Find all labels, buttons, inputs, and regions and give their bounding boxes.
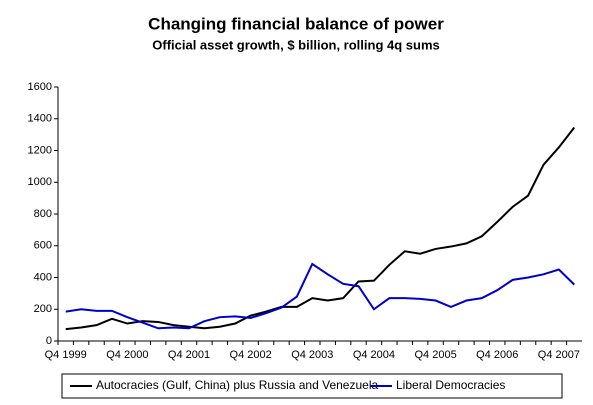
y-tick-label: 1400 (28, 113, 52, 125)
x-tick-label: Q4 2003 (291, 349, 333, 361)
x-tick-label: Q4 1999 (45, 349, 87, 361)
chart-title: Changing financial balance of power (148, 14, 444, 33)
x-tick-label: Q4 2007 (538, 349, 580, 361)
legend-box (61, 373, 563, 399)
y-tick-label: 1200 (28, 144, 52, 156)
x-tick-label: Q4 2005 (414, 349, 456, 361)
legend-label: Autocracies (Gulf, China) plus Russia an… (96, 378, 378, 392)
x-tick-label: Q4 2000 (106, 349, 148, 361)
series-line (65, 126, 576, 331)
y-tick-label: 400 (34, 271, 52, 283)
y-tick-label: 200 (34, 303, 52, 315)
y-tick-label: 800 (34, 208, 52, 220)
y-tick-label: 0 (46, 335, 52, 347)
x-tick-label: Q4 2004 (353, 349, 395, 361)
chart-subtitle: Official asset growth, $ billion, rollin… (152, 37, 440, 52)
x-tick-label: Q4 2001 (168, 349, 210, 361)
y-tick-label: 600 (34, 240, 52, 252)
y-tick-label: 1600 (28, 81, 52, 93)
x-tick-label: Q4 2006 (476, 349, 518, 361)
y-tick-label: 1000 (28, 176, 52, 188)
x-tick-label: Q4 2002 (230, 349, 272, 361)
legend-label: Liberal Democracies (396, 378, 505, 392)
series-line (65, 262, 575, 330)
